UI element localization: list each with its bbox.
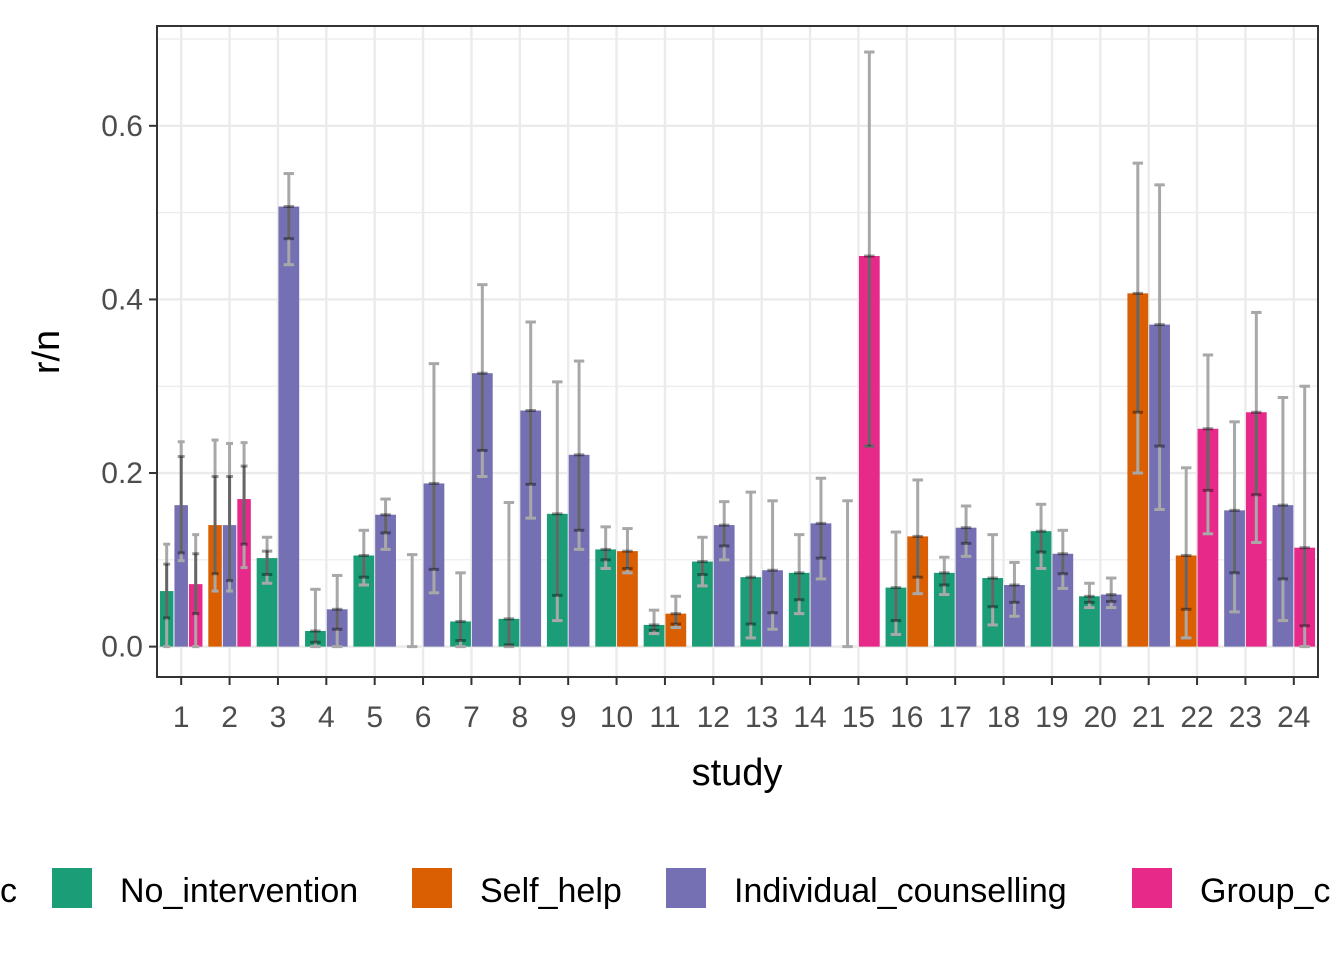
legend-key-self-help — [412, 868, 452, 908]
bar — [933, 572, 955, 647]
grid-minor — [157, 38, 1318, 561]
x-tick-label: 21 — [1132, 701, 1165, 734]
x-tick-label: 18 — [987, 701, 1020, 734]
bar — [471, 373, 493, 647]
legend-label: Self_help — [480, 872, 622, 910]
legend-title: c — [0, 872, 17, 910]
x-tick-label: 13 — [745, 701, 778, 734]
legend-key-no-intervention — [52, 868, 92, 908]
bar — [858, 256, 880, 647]
y-tick-label: 0.0 — [101, 631, 143, 664]
plot-panel-background — [157, 26, 1318, 677]
x-tick-label: 20 — [1084, 701, 1117, 734]
bar — [1052, 553, 1074, 647]
legend-label: No_intervention — [120, 872, 358, 910]
x-tick-label: 10 — [600, 701, 633, 734]
x-tick-label: 6 — [415, 701, 432, 734]
x-tick-label: 17 — [939, 701, 972, 734]
y-axis: 0.0 0.2 0.4 0.6 — [101, 110, 157, 664]
bar — [643, 624, 665, 647]
ci-error-bars — [163, 50, 1310, 649]
x-tick-label: 2 — [221, 701, 238, 734]
bar — [665, 613, 687, 647]
bar — [1197, 428, 1219, 647]
x-tick-label: 8 — [511, 701, 528, 734]
x-axis: 1 2 3 4 5 6 7 8 9 10 11 12 13 14 15 16 17 18 19 20 21 22 23 24 — [173, 677, 1311, 734]
x-tick-label: 16 — [890, 701, 923, 734]
bar — [237, 499, 251, 647]
se-error-bars — [163, 205, 1310, 647]
y-tick-label: 0.6 — [101, 110, 143, 143]
bar — [256, 558, 278, 647]
bar — [375, 514, 396, 647]
bar — [520, 410, 542, 647]
x-tick-label: 3 — [270, 701, 287, 734]
bar — [692, 561, 713, 647]
x-tick-label: 1 — [173, 701, 190, 734]
x-tick-label: 23 — [1229, 701, 1262, 734]
x-tick-label: 14 — [793, 701, 826, 734]
x-tick-label: 19 — [1035, 701, 1068, 734]
x-tick-label: 15 — [842, 701, 875, 734]
bar — [810, 523, 832, 647]
x-axis-title: study — [692, 752, 783, 794]
bar — [353, 555, 375, 647]
legend-label: Group_c — [1200, 872, 1330, 910]
plot-panel-border — [156, 25, 1319, 678]
x-tick-label: 12 — [697, 701, 730, 734]
x-tick-label: 4 — [318, 701, 335, 734]
y-tick-label: 0.4 — [101, 283, 143, 316]
x-tick-label: 22 — [1180, 701, 1213, 734]
bars — [159, 206, 1316, 647]
bar — [1030, 531, 1052, 647]
x-tick-label: 11 — [649, 701, 680, 734]
grid-major — [157, 26, 1318, 677]
legend: c No_intervention Self_help Individual_cou… — [0, 868, 1330, 910]
legend-key-individual-counselling — [666, 868, 706, 908]
x-tick-label: 24 — [1277, 701, 1310, 734]
x-tick-label: 5 — [366, 701, 383, 734]
y-tick-label: 0.2 — [101, 457, 143, 490]
y-axis-title: r/n — [26, 330, 68, 374]
bar — [617, 551, 638, 647]
x-tick-label: 7 — [463, 701, 480, 734]
legend-label: Individual_counselling — [734, 872, 1067, 910]
x-tick-label: 9 — [560, 701, 577, 734]
legend-key-group-counselling — [1132, 868, 1172, 908]
bar — [174, 505, 188, 647]
bar — [713, 525, 735, 647]
bar — [595, 549, 617, 647]
bar — [278, 206, 300, 647]
